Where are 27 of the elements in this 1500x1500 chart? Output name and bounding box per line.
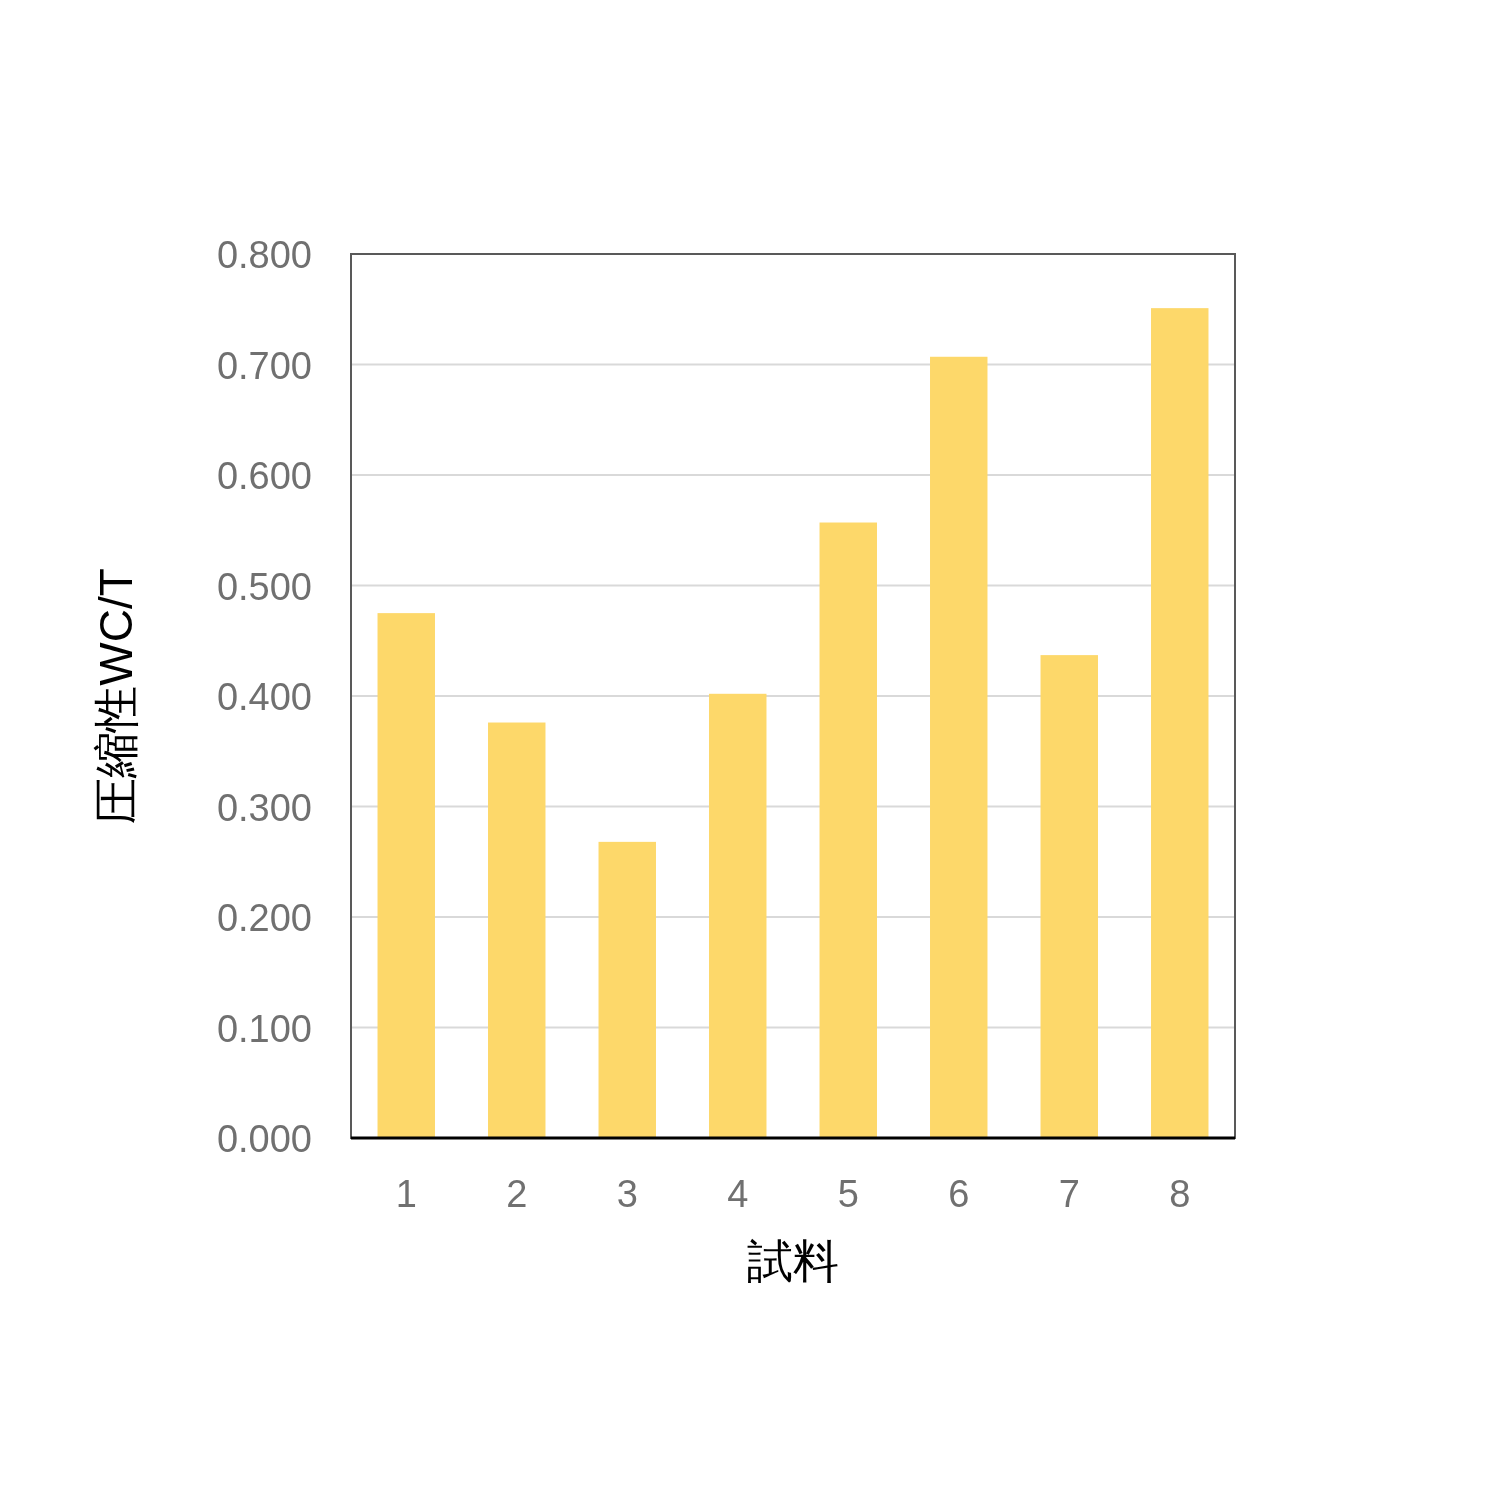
bar xyxy=(819,522,877,1138)
x-tick-label: 6 xyxy=(948,1173,970,1215)
x-tick-label: 1 xyxy=(395,1173,417,1215)
x-tick-label: 5 xyxy=(837,1173,859,1215)
y-tick-label: 0.200 xyxy=(216,897,312,939)
x-tick-label: 3 xyxy=(616,1173,638,1215)
y-tick-label: 0.300 xyxy=(216,786,312,829)
x-tick-label: 8 xyxy=(1169,1173,1191,1215)
bar xyxy=(709,693,767,1138)
x-axis-title: 試料 xyxy=(747,1235,839,1287)
bar xyxy=(930,356,988,1138)
y-tick-label: 0.100 xyxy=(216,1007,312,1050)
bar xyxy=(377,613,435,1138)
x-tick-label: 7 xyxy=(1058,1173,1080,1215)
y-tick-label: 0.600 xyxy=(216,455,312,497)
y-axis-title: 圧縮性WC/T xyxy=(90,568,142,824)
bar xyxy=(598,841,656,1138)
y-tick-label: 0.500 xyxy=(216,565,312,608)
y-tick-label: 0.700 xyxy=(216,344,312,387)
bar xyxy=(1040,655,1098,1138)
y-tick-label: 0.000 xyxy=(216,1118,312,1160)
bar xyxy=(488,722,546,1138)
bar xyxy=(1151,308,1209,1138)
y-tick-label: 0.400 xyxy=(216,676,312,718)
x-tick-label: 4 xyxy=(727,1173,749,1215)
x-tick-label: 2 xyxy=(506,1173,528,1215)
y-tick-label: 0.800 xyxy=(216,234,312,276)
